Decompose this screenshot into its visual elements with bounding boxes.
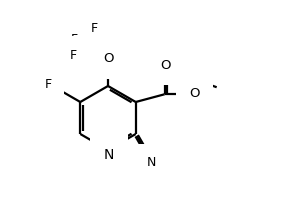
Text: O: O [103, 53, 113, 65]
Text: F: F [69, 49, 76, 62]
Text: N: N [104, 148, 114, 162]
Text: N: N [147, 156, 156, 169]
Text: F: F [90, 22, 97, 35]
Text: O: O [160, 59, 171, 72]
Text: F: F [44, 78, 52, 92]
Text: F: F [70, 33, 77, 46]
Text: O: O [190, 87, 200, 100]
